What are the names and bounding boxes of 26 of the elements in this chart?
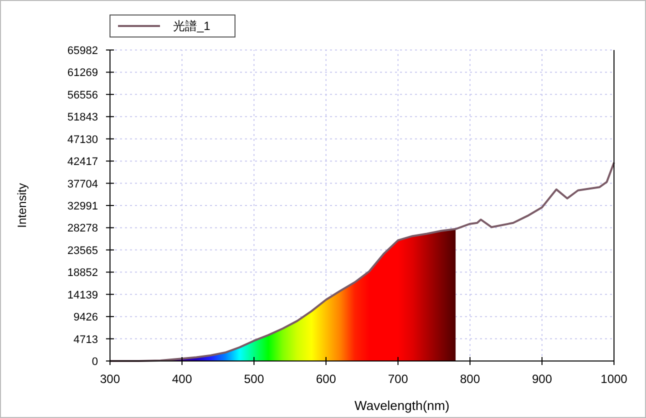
y-tick-label: 23565 [67,244,98,257]
x-tick-label: 800 [460,372,480,386]
y-tick-label: 37704 [67,178,98,190]
x-tick-label: 500 [244,372,264,386]
x-tick-label: 600 [316,372,336,386]
y-tick-label: 51843 [67,112,98,124]
x-tick-label: 700 [388,372,408,386]
x-tick-label: 1000 [600,372,628,386]
y-tick-label: 9426 [74,312,98,324]
y-tick-label: 18852 [67,267,98,280]
x-tick-label: 400 [172,372,192,386]
y-tick-label: 56556 [67,89,98,102]
x-axis-title: Wavelength(nm) [354,398,450,413]
y-tick-label: 32991 [67,200,98,212]
legend-label: 光譜_1 [173,19,211,33]
y-tick-label: 65982 [67,45,98,57]
y-tick-label: 0 [92,356,98,368]
y-axis-title: Intensity [15,183,29,228]
y-tick-label: 28278 [67,222,98,235]
y-tick-label: 47130 [67,134,98,146]
x-tick-label: 900 [532,372,552,386]
x-tick-label: 300 [100,372,120,386]
y-tick-label: 42417 [67,156,98,168]
y-tick-label: 14139 [67,289,98,302]
y-tick-label: 4713 [74,334,98,346]
y-tick-label: 61269 [67,67,98,80]
